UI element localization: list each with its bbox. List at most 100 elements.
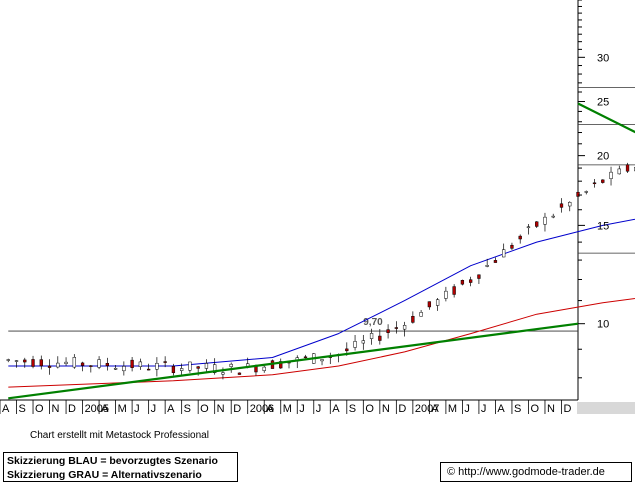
candle-body	[427, 301, 432, 308]
x-tick-label: N	[547, 403, 555, 415]
candle-body	[353, 341, 357, 348]
x-tick-label: A	[266, 403, 274, 415]
x-tick-label: N	[52, 403, 60, 415]
x-tick-label: A	[497, 403, 505, 415]
x-tick-label: O	[35, 403, 44, 415]
candle-body	[592, 182, 597, 185]
x-tick-label: J	[481, 403, 487, 415]
x-tick-label: M	[118, 403, 127, 415]
candle-body	[435, 299, 440, 306]
candle-body	[89, 365, 93, 367]
x-tick-label: O	[530, 403, 539, 415]
candle-body	[568, 201, 572, 207]
x-tick-label: M	[448, 403, 457, 415]
y-tick-label: 10	[597, 319, 609, 331]
candle-body	[262, 366, 266, 371]
x-tick-label: S	[19, 403, 26, 415]
candle-body	[204, 363, 209, 369]
y-tick-label: 25	[597, 97, 609, 109]
x-tick-label: 2006	[250, 403, 274, 415]
candle-body	[105, 363, 109, 366]
candle-body	[163, 361, 167, 363]
trendline-green	[8, 322, 579, 400]
candle-body	[320, 359, 324, 362]
candle-body	[452, 286, 456, 295]
candle-body	[279, 361, 283, 369]
candle-body	[64, 361, 68, 364]
candle-body	[378, 335, 382, 341]
x-tick-label: S	[184, 403, 191, 415]
candle-body	[617, 168, 621, 175]
candle-body	[609, 171, 613, 179]
candle-body	[369, 333, 374, 339]
candle-body	[237, 372, 242, 375]
level-label: 9,70	[363, 317, 383, 328]
candle-body	[303, 356, 308, 359]
candle-body	[138, 361, 143, 367]
x-tick-label: D	[398, 403, 406, 415]
candle-body	[510, 244, 514, 249]
candle-body	[155, 362, 159, 370]
candle-body	[386, 329, 390, 334]
x-tick-label: O	[365, 403, 374, 415]
x-tick-label: S	[514, 403, 521, 415]
x-tick-label: N	[382, 403, 390, 415]
moving-averages	[8, 218, 635, 388]
x-tick-label: O	[200, 403, 209, 415]
y-tick-label: 15	[597, 220, 609, 232]
candle-body	[559, 203, 564, 208]
scenario-legend: Skizzierung BLAU = bevorzugtes Szenario …	[3, 452, 238, 482]
source-url[interactable]: http://www.godmode-trader.de	[458, 466, 605, 478]
trendline-green	[577, 102, 635, 134]
x-axis-future-band	[577, 402, 635, 414]
x-tick-label: J	[464, 403, 470, 415]
x-tick-label: J	[151, 403, 157, 415]
candle-body	[402, 325, 407, 330]
candle-body	[39, 359, 43, 367]
candle-body	[229, 363, 233, 367]
candle-body	[601, 179, 605, 183]
candle-body	[97, 359, 101, 368]
source-link[interactable]: © http://www.godmode-trader.de	[440, 462, 632, 482]
x-tick-label: D	[233, 403, 241, 415]
y-tick-label: 30	[597, 52, 609, 64]
y-tick-label: 20	[597, 151, 609, 163]
candle-body	[493, 260, 498, 263]
x-tick-label: A	[2, 403, 10, 415]
moving-average-red-line	[8, 298, 635, 388]
candle-body	[469, 279, 473, 283]
x-tick-label: A	[101, 403, 109, 415]
candle-body	[551, 215, 555, 218]
candle-body	[526, 226, 531, 229]
x-tick-label: D	[68, 403, 76, 415]
x-tick-label: 2005	[85, 403, 109, 415]
candle-body	[130, 359, 134, 368]
candle-body	[80, 362, 85, 366]
x-tick-label: D	[563, 403, 571, 415]
plot-area	[0, 0, 578, 400]
chart-credit: Chart erstellt mit Metastock Professiona…	[30, 430, 209, 441]
candle-body	[460, 280, 465, 285]
candle-body	[394, 327, 398, 329]
x-tick-label: J	[316, 403, 322, 415]
x-tick-label: A	[167, 403, 175, 415]
candle-body	[345, 348, 349, 352]
candle-body	[502, 249, 506, 258]
x-tick-label: J	[134, 403, 140, 415]
x-tick-label: M	[283, 403, 292, 415]
candle-body	[485, 265, 489, 267]
candle-body	[584, 191, 588, 193]
candle-body	[543, 216, 547, 225]
candle-body	[221, 372, 225, 375]
candle-body	[188, 361, 192, 371]
candle-body	[47, 365, 52, 368]
candle-body	[31, 359, 35, 367]
candle-body	[444, 290, 448, 299]
price-candles	[6, 162, 635, 380]
candle-body	[14, 360, 19, 362]
copyright-symbol: ©	[447, 466, 456, 478]
candle-body	[180, 368, 184, 371]
x-tick-label: N	[217, 403, 225, 415]
